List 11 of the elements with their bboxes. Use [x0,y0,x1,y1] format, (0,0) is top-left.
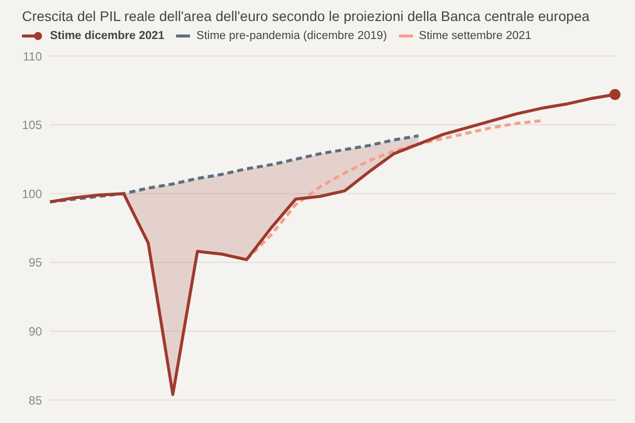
y-tick-label: 85 [28,393,42,408]
chart-title: Crescita del PIL reale dell'area dell'euro secondo le proiezioni della Banca centrale europea [21,7,591,24]
y-tick-label: 90 [28,324,42,338]
y-tick-label: 95 [28,256,42,270]
legend-label: Stime dicembre 2021 [49,30,164,42]
y-tick-label: 100 [22,186,42,201]
y-tick-label: 110 [22,49,42,64]
line-series [48,134,420,204]
legend-label: Stime pre-pandemia (dicembre 2019) [195,30,387,42]
y-tick-label: 105 [22,118,42,132]
legend-label: Stime settembre 2021 [418,30,532,42]
